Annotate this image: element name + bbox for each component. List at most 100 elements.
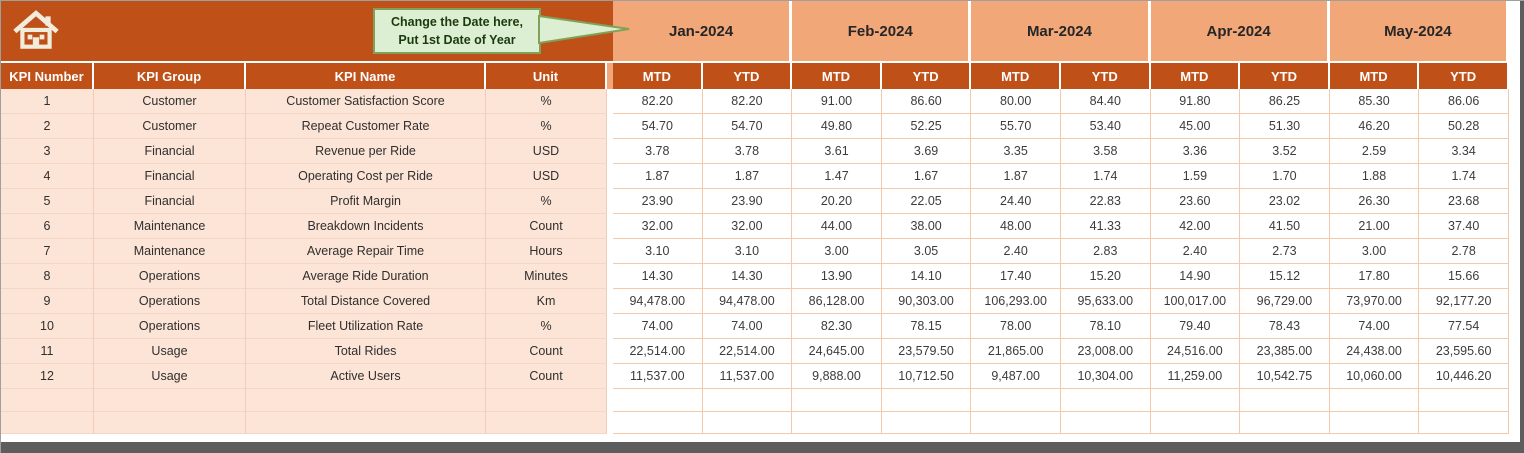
value-cell[interactable]: 23.90 (702, 189, 793, 214)
value-cell[interactable]: 94,478.00 (702, 289, 793, 314)
value-cell[interactable]: 1.70 (1240, 164, 1330, 189)
value-cell[interactable]: 22.05 (881, 189, 972, 214)
value-cell[interactable]: 23.02 (1240, 189, 1330, 214)
value-cell[interactable]: 100,017.00 (1150, 289, 1241, 314)
value-cell[interactable]: 86,128.00 (792, 289, 882, 314)
value-cell[interactable]: 11,537.00 (702, 364, 793, 389)
value-cell[interactable]: 79.40 (1150, 314, 1241, 339)
value-cell[interactable]: 3.10 (613, 239, 703, 264)
column-header-kpi-name[interactable]: KPI Name (246, 63, 486, 89)
home-button[interactable] (13, 10, 59, 52)
empty-cell[interactable] (613, 412, 703, 434)
kpi-group-cell[interactable]: Operations (94, 264, 246, 289)
unit-cell[interactable]: Count (486, 214, 607, 239)
value-cell[interactable]: 14.10 (881, 264, 972, 289)
unit-cell[interactable]: Minutes (486, 264, 607, 289)
month-header-feb-2024[interactable]: Feb-2024 (792, 1, 972, 63)
value-cell[interactable]: 14.30 (613, 264, 703, 289)
value-cell[interactable]: 24,438.00 (1329, 339, 1420, 364)
value-cell[interactable]: 77.54 (1419, 314, 1509, 339)
empty-cell[interactable] (1419, 412, 1509, 434)
value-cell[interactable]: 94,478.00 (613, 289, 703, 314)
value-cell[interactable]: 10,304.00 (1060, 364, 1151, 389)
value-cell[interactable]: 86.60 (881, 89, 972, 114)
value-cell[interactable]: 51.30 (1240, 114, 1330, 139)
kpi-number-cell[interactable]: 1 (1, 89, 94, 114)
value-cell[interactable]: 24,645.00 (792, 339, 882, 364)
value-cell[interactable]: 15.12 (1240, 264, 1330, 289)
value-cell[interactable]: 41.50 (1240, 214, 1330, 239)
value-cell[interactable]: 3.00 (1329, 239, 1420, 264)
value-cell[interactable]: 23,008.00 (1060, 339, 1151, 364)
subheader-cell-mtd[interactable]: MTD (792, 63, 882, 89)
value-cell[interactable]: 82.20 (702, 89, 793, 114)
value-cell[interactable]: 49.80 (792, 114, 882, 139)
value-cell[interactable]: 3.05 (881, 239, 972, 264)
value-cell[interactable]: 10,542.75 (1240, 364, 1330, 389)
value-cell[interactable]: 10,060.00 (1329, 364, 1420, 389)
kpi-number-cell[interactable]: 3 (1, 139, 94, 164)
value-cell[interactable]: 86.25 (1240, 89, 1330, 114)
value-cell[interactable]: 23.68 (1419, 189, 1509, 214)
value-cell[interactable]: 48.00 (971, 214, 1061, 239)
value-cell[interactable]: 74.00 (1329, 314, 1420, 339)
kpi-group-cell[interactable]: Usage (94, 339, 246, 364)
kpi-name-cell[interactable]: Revenue per Ride (246, 139, 486, 164)
value-cell[interactable]: 1.87 (702, 164, 793, 189)
value-cell[interactable]: 95,633.00 (1060, 289, 1151, 314)
unit-cell[interactable]: Hours (486, 239, 607, 264)
kpi-number-cell[interactable]: 6 (1, 214, 94, 239)
value-cell[interactable]: 1.87 (613, 164, 703, 189)
value-cell[interactable]: 106,293.00 (971, 289, 1061, 314)
value-cell[interactable]: 23.60 (1150, 189, 1241, 214)
value-cell[interactable]: 41.33 (1060, 214, 1151, 239)
kpi-number-cell[interactable]: 8 (1, 264, 94, 289)
column-header-kpi-group[interactable]: KPI Group (94, 63, 246, 89)
empty-cell[interactable] (1329, 389, 1420, 412)
empty-cell[interactable] (486, 412, 607, 434)
kpi-number-cell[interactable]: 7 (1, 239, 94, 264)
empty-cell[interactable] (971, 412, 1061, 434)
empty-cell[interactable] (971, 389, 1061, 412)
kpi-group-cell[interactable]: Financial (94, 189, 246, 214)
subheader-cell-ytd[interactable]: YTD (1060, 63, 1151, 89)
value-cell[interactable]: 3.69 (881, 139, 972, 164)
value-cell[interactable]: 3.00 (792, 239, 882, 264)
value-cell[interactable]: 82.30 (792, 314, 882, 339)
kpi-number-cell[interactable]: 4 (1, 164, 94, 189)
empty-cell[interactable] (613, 389, 703, 412)
value-cell[interactable]: 2.40 (971, 239, 1061, 264)
kpi-number-cell[interactable]: 10 (1, 314, 94, 339)
kpi-name-cell[interactable]: Total Rides (246, 339, 486, 364)
value-cell[interactable]: 11,537.00 (613, 364, 703, 389)
value-cell[interactable]: 54.70 (613, 114, 703, 139)
kpi-group-cell[interactable]: Financial (94, 139, 246, 164)
value-cell[interactable]: 2.78 (1419, 239, 1509, 264)
kpi-name-cell[interactable]: Repeat Customer Rate (246, 114, 486, 139)
value-cell[interactable]: 2.59 (1329, 139, 1420, 164)
empty-cell[interactable] (881, 389, 972, 412)
value-cell[interactable]: 32.00 (702, 214, 793, 239)
value-cell[interactable]: 26.30 (1329, 189, 1420, 214)
column-header-kpi-number[interactable]: KPI Number (1, 63, 94, 89)
value-cell[interactable]: 22,514.00 (613, 339, 703, 364)
value-cell[interactable]: 50.28 (1419, 114, 1509, 139)
month-header-apr-2024[interactable]: Apr-2024 (1150, 1, 1330, 63)
value-cell[interactable]: 20.20 (792, 189, 882, 214)
kpi-name-cell[interactable]: Active Users (246, 364, 486, 389)
value-cell[interactable]: 2.40 (1150, 239, 1241, 264)
value-cell[interactable]: 92,177.20 (1419, 289, 1509, 314)
value-cell[interactable]: 22.83 (1060, 189, 1151, 214)
value-cell[interactable]: 84.40 (1060, 89, 1151, 114)
value-cell[interactable]: 23,579.50 (881, 339, 972, 364)
value-cell[interactable]: 3.34 (1419, 139, 1509, 164)
value-cell[interactable]: 85.30 (1329, 89, 1420, 114)
kpi-group-cell[interactable]: Maintenance (94, 214, 246, 239)
subheader-cell-ytd[interactable]: YTD (1419, 63, 1509, 89)
empty-cell[interactable] (702, 412, 793, 434)
empty-cell[interactable] (702, 389, 793, 412)
kpi-number-cell[interactable]: 9 (1, 289, 94, 314)
value-cell[interactable]: 17.80 (1329, 264, 1420, 289)
kpi-group-cell[interactable]: Operations (94, 314, 246, 339)
value-cell[interactable]: 78.43 (1240, 314, 1330, 339)
